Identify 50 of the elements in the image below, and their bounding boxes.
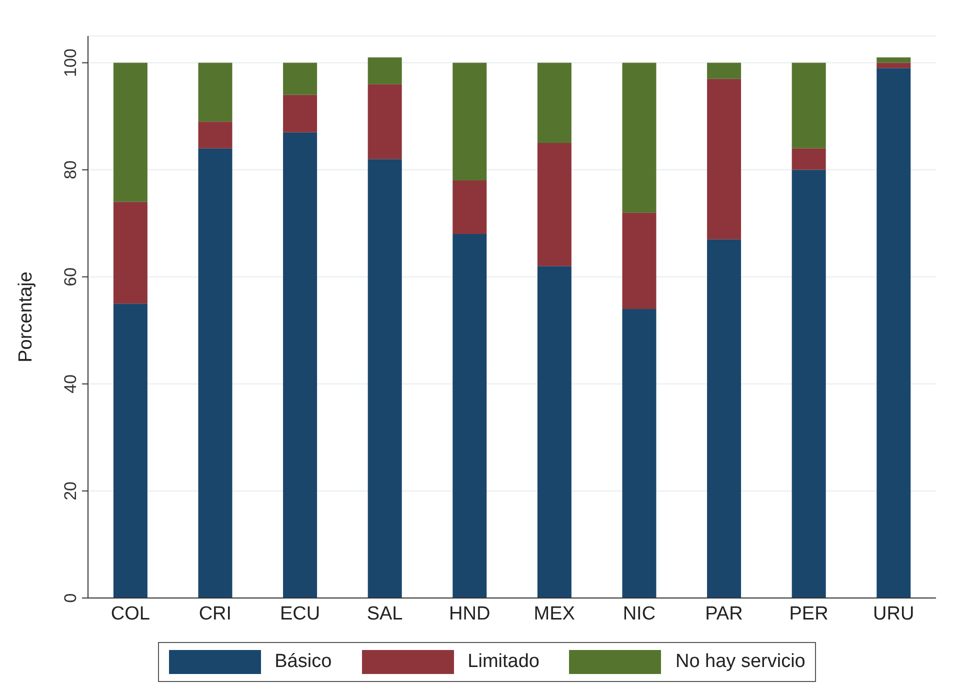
bar xyxy=(452,180,487,234)
bar xyxy=(283,94,318,132)
legend-label: Limitado xyxy=(468,651,540,673)
bar xyxy=(707,239,742,598)
bar xyxy=(283,62,318,95)
bar xyxy=(283,132,318,598)
x-tick-label: HND xyxy=(449,603,490,624)
bar xyxy=(876,68,911,598)
bar xyxy=(537,266,572,598)
bar xyxy=(792,170,826,598)
bar xyxy=(792,148,826,170)
x-tick-label: COL xyxy=(110,603,150,624)
bar xyxy=(452,234,487,598)
y-tick-label: 0 xyxy=(61,593,80,603)
y-tick-label: 100 xyxy=(61,48,80,77)
bar xyxy=(198,122,232,148)
bar xyxy=(537,143,572,266)
bar xyxy=(876,62,911,68)
bar xyxy=(792,62,826,148)
x-tick-label: PAR xyxy=(705,603,743,624)
bar xyxy=(113,62,148,202)
bar xyxy=(537,62,572,144)
y-axis-title: Porcentaje xyxy=(16,272,37,362)
bar xyxy=(622,62,656,213)
x-tick-label: PER xyxy=(789,603,828,624)
x-tick-label: CRI xyxy=(198,603,232,624)
bar xyxy=(198,62,232,122)
bar xyxy=(113,304,148,598)
y-tick-label: 60 xyxy=(61,267,80,286)
x-tick-label: SAL xyxy=(366,603,403,624)
y-tick-label: 80 xyxy=(61,160,80,180)
bar xyxy=(452,62,487,181)
x-tick-label: NIC xyxy=(622,603,656,624)
y-tick-label: 20 xyxy=(61,481,80,500)
bar xyxy=(368,57,402,84)
legend-label: No hay servicio xyxy=(675,651,806,673)
y-tick-label: 40 xyxy=(61,374,80,394)
bar xyxy=(876,57,911,63)
bar xyxy=(707,62,742,79)
bar xyxy=(198,148,232,598)
x-tick-label: MEX xyxy=(534,603,576,624)
bar xyxy=(622,308,656,598)
bar xyxy=(368,159,402,598)
x-tick-label: ECU xyxy=(280,603,320,624)
x-tick-label: URU xyxy=(873,603,914,624)
bar xyxy=(707,78,742,240)
bar xyxy=(368,84,402,160)
bar xyxy=(622,212,656,309)
bar xyxy=(113,202,148,304)
legend-label: Básico xyxy=(274,651,332,673)
